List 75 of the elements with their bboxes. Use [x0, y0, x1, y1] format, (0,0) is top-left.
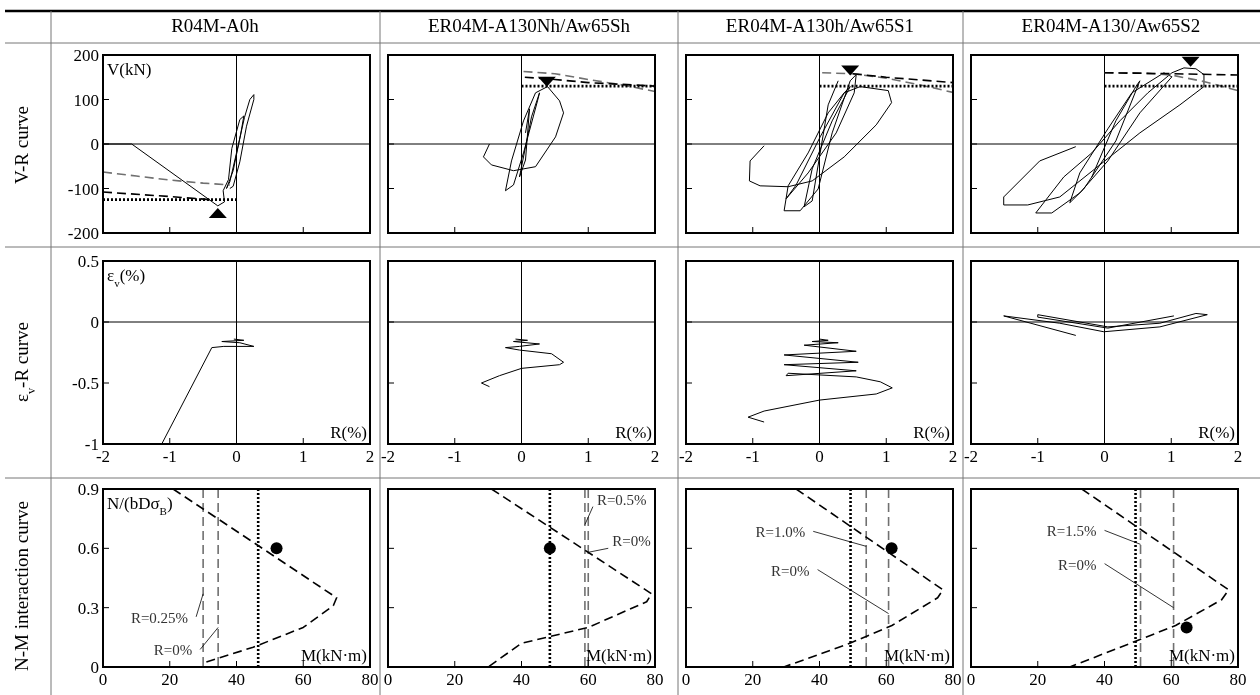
y-tick-label: 200 — [73, 46, 99, 65]
x-tick-label: 40 — [513, 670, 530, 689]
x-axis-title: M(kN·m) — [585, 646, 652, 665]
text: V-R curve — [11, 106, 32, 184]
x-tick-label: 60 — [877, 670, 895, 689]
y-tick-label: 0.5 — [77, 252, 99, 271]
x-tick-label: 1 — [299, 447, 308, 466]
x-tick-label: 0 — [1100, 447, 1109, 466]
y-tick-label: 0 — [90, 658, 99, 677]
x-tick-label: 0 — [383, 670, 393, 689]
x-tick-label: -1 — [745, 447, 760, 466]
x-tick-label: 20 — [446, 670, 464, 689]
y-tick-label: 0.9 — [77, 480, 99, 499]
x-tick-label: 80 — [361, 670, 379, 689]
x-axis-title: M(kN·m) — [883, 646, 950, 665]
y-axis-title: V(kN) — [107, 60, 152, 79]
x-axis-title: R(%) — [330, 423, 367, 442]
annotation: R=1.5% — [1046, 523, 1097, 540]
x-axis-title: R(%) — [615, 423, 652, 442]
x-axis-title: M(kN·m) — [1168, 646, 1235, 665]
x-tick-label: 0 — [681, 670, 691, 689]
y-axis-title: N/(bDσ$_{B}$) — [107, 494, 173, 517]
y-tick-label: -200 — [67, 224, 99, 243]
x-tick-label: 60 — [1162, 670, 1180, 689]
x-tick-label: 2 — [1233, 447, 1243, 466]
y-tick-label: 0 — [90, 135, 99, 154]
x-tick-label: 1 — [1167, 447, 1176, 466]
x-tick-label: 20 — [1029, 670, 1047, 689]
x-axis-title: M(kN·m) — [300, 646, 367, 665]
text: N-M interaction curve — [11, 501, 32, 671]
x-tick-label: 20 — [161, 670, 179, 689]
y-tick-label: -100 — [67, 179, 99, 199]
x-axis-title: R(%) — [1198, 423, 1235, 442]
x-tick-label: 2 — [948, 447, 958, 466]
annotation: R=0.25% — [130, 609, 189, 626]
x-tick-label: 2 — [365, 447, 375, 466]
x-tick-label: 80 — [944, 670, 962, 689]
annotation: R=0% — [771, 562, 810, 579]
annotation: R=0% — [153, 642, 193, 659]
y-axis-title: ε$_{v}$(%) — [107, 266, 146, 289]
x-tick-label: 0 — [517, 447, 526, 466]
y-tick-label: 100 — [73, 90, 99, 110]
x-tick-label: -1 — [1030, 447, 1045, 466]
x-tick-label: 80 — [646, 670, 664, 689]
x-tick-label: 1 — [584, 447, 593, 466]
y-tick-label: 0.3 — [77, 598, 99, 618]
annotation: R=0% — [1058, 556, 1097, 573]
x-tick-label: 1 — [882, 447, 891, 466]
annotation: R=1.0% — [755, 524, 806, 541]
y-tick-label: 0 — [90, 313, 99, 332]
chart-title: ER04M-A130/Aw65S2 — [1021, 15, 1201, 36]
x-tick-label: 60 — [579, 670, 597, 689]
x-tick-label: 40 — [228, 670, 245, 689]
chart-title: ER04M-A130Nh/Aw65Sh — [428, 15, 631, 36]
x-tick-label: 40 — [1096, 670, 1113, 689]
annotation: R=0% — [612, 533, 651, 550]
x-axis-title: R(%) — [913, 423, 950, 442]
x-tick-label: 0 — [232, 447, 241, 466]
x-tick-label: 60 — [294, 670, 312, 689]
annotation: R=0.5% — [596, 491, 647, 508]
x-tick-label: 2 — [650, 447, 660, 466]
x-tick-label: -1 — [447, 447, 462, 466]
x-tick-label: 0 — [815, 447, 824, 466]
x-tick-label: 0 — [966, 670, 976, 689]
x-tick-label: -1 — [162, 447, 177, 466]
x-tick-label: 40 — [811, 670, 828, 689]
y-tick-label: -0.5 — [72, 374, 99, 393]
x-tick-label: 20 — [744, 670, 762, 689]
x-tick-label: -2 — [678, 447, 694, 466]
chart-title: R04M-A0h — [171, 15, 260, 36]
x-tick-label: 80 — [1229, 670, 1247, 689]
x-tick-label: -2 — [963, 447, 979, 466]
y-tick-label: 0.6 — [77, 539, 99, 559]
x-tick-label: -2 — [380, 447, 396, 466]
chart-title: ER04M-A130h/Aw65S1 — [725, 15, 915, 36]
